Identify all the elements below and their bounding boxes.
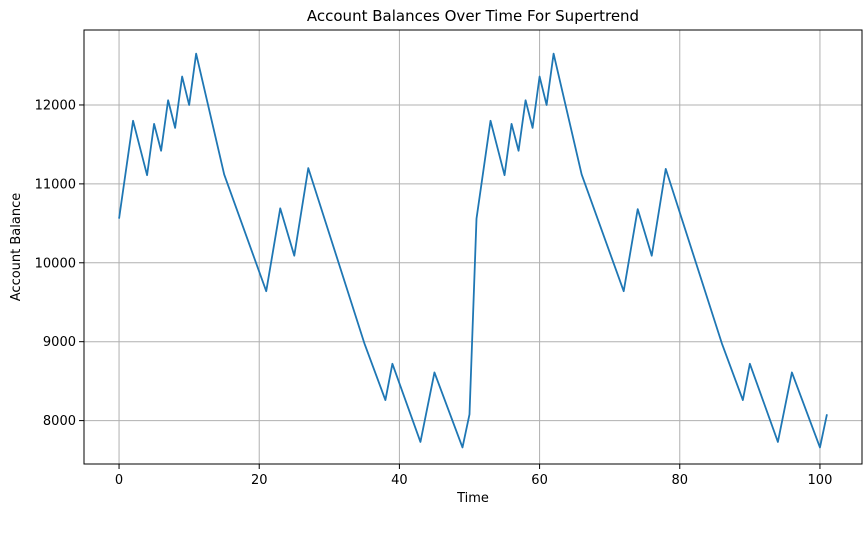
chart-title: Account Balances Over Time For Supertren… [307, 7, 639, 25]
y-tick-label: 10000 [35, 256, 76, 271]
x-tick-label: 20 [251, 473, 268, 488]
x-tick-label: 60 [531, 473, 548, 488]
x-tick-label: 40 [391, 473, 408, 488]
y-tick-label: 12000 [35, 98, 76, 113]
plot-frame [83, 29, 863, 465]
grid [84, 30, 862, 464]
x-tick-label: 80 [671, 473, 688, 488]
account-balance-line [118, 52, 828, 449]
y-tick-label: 8000 [43, 414, 76, 429]
y-tick-label: 9000 [43, 335, 76, 350]
x-axis-label: Time [456, 491, 489, 506]
y-axis-label: Account Balance [9, 193, 24, 301]
x-tick-label: 100 [808, 473, 833, 488]
x-tick-label: 0 [115, 473, 123, 488]
y-tick-label: 11000 [35, 177, 76, 192]
axis-ticks: 0 20 40 60 80 100 8000 9000 10000 11000 12000 [35, 98, 833, 488]
